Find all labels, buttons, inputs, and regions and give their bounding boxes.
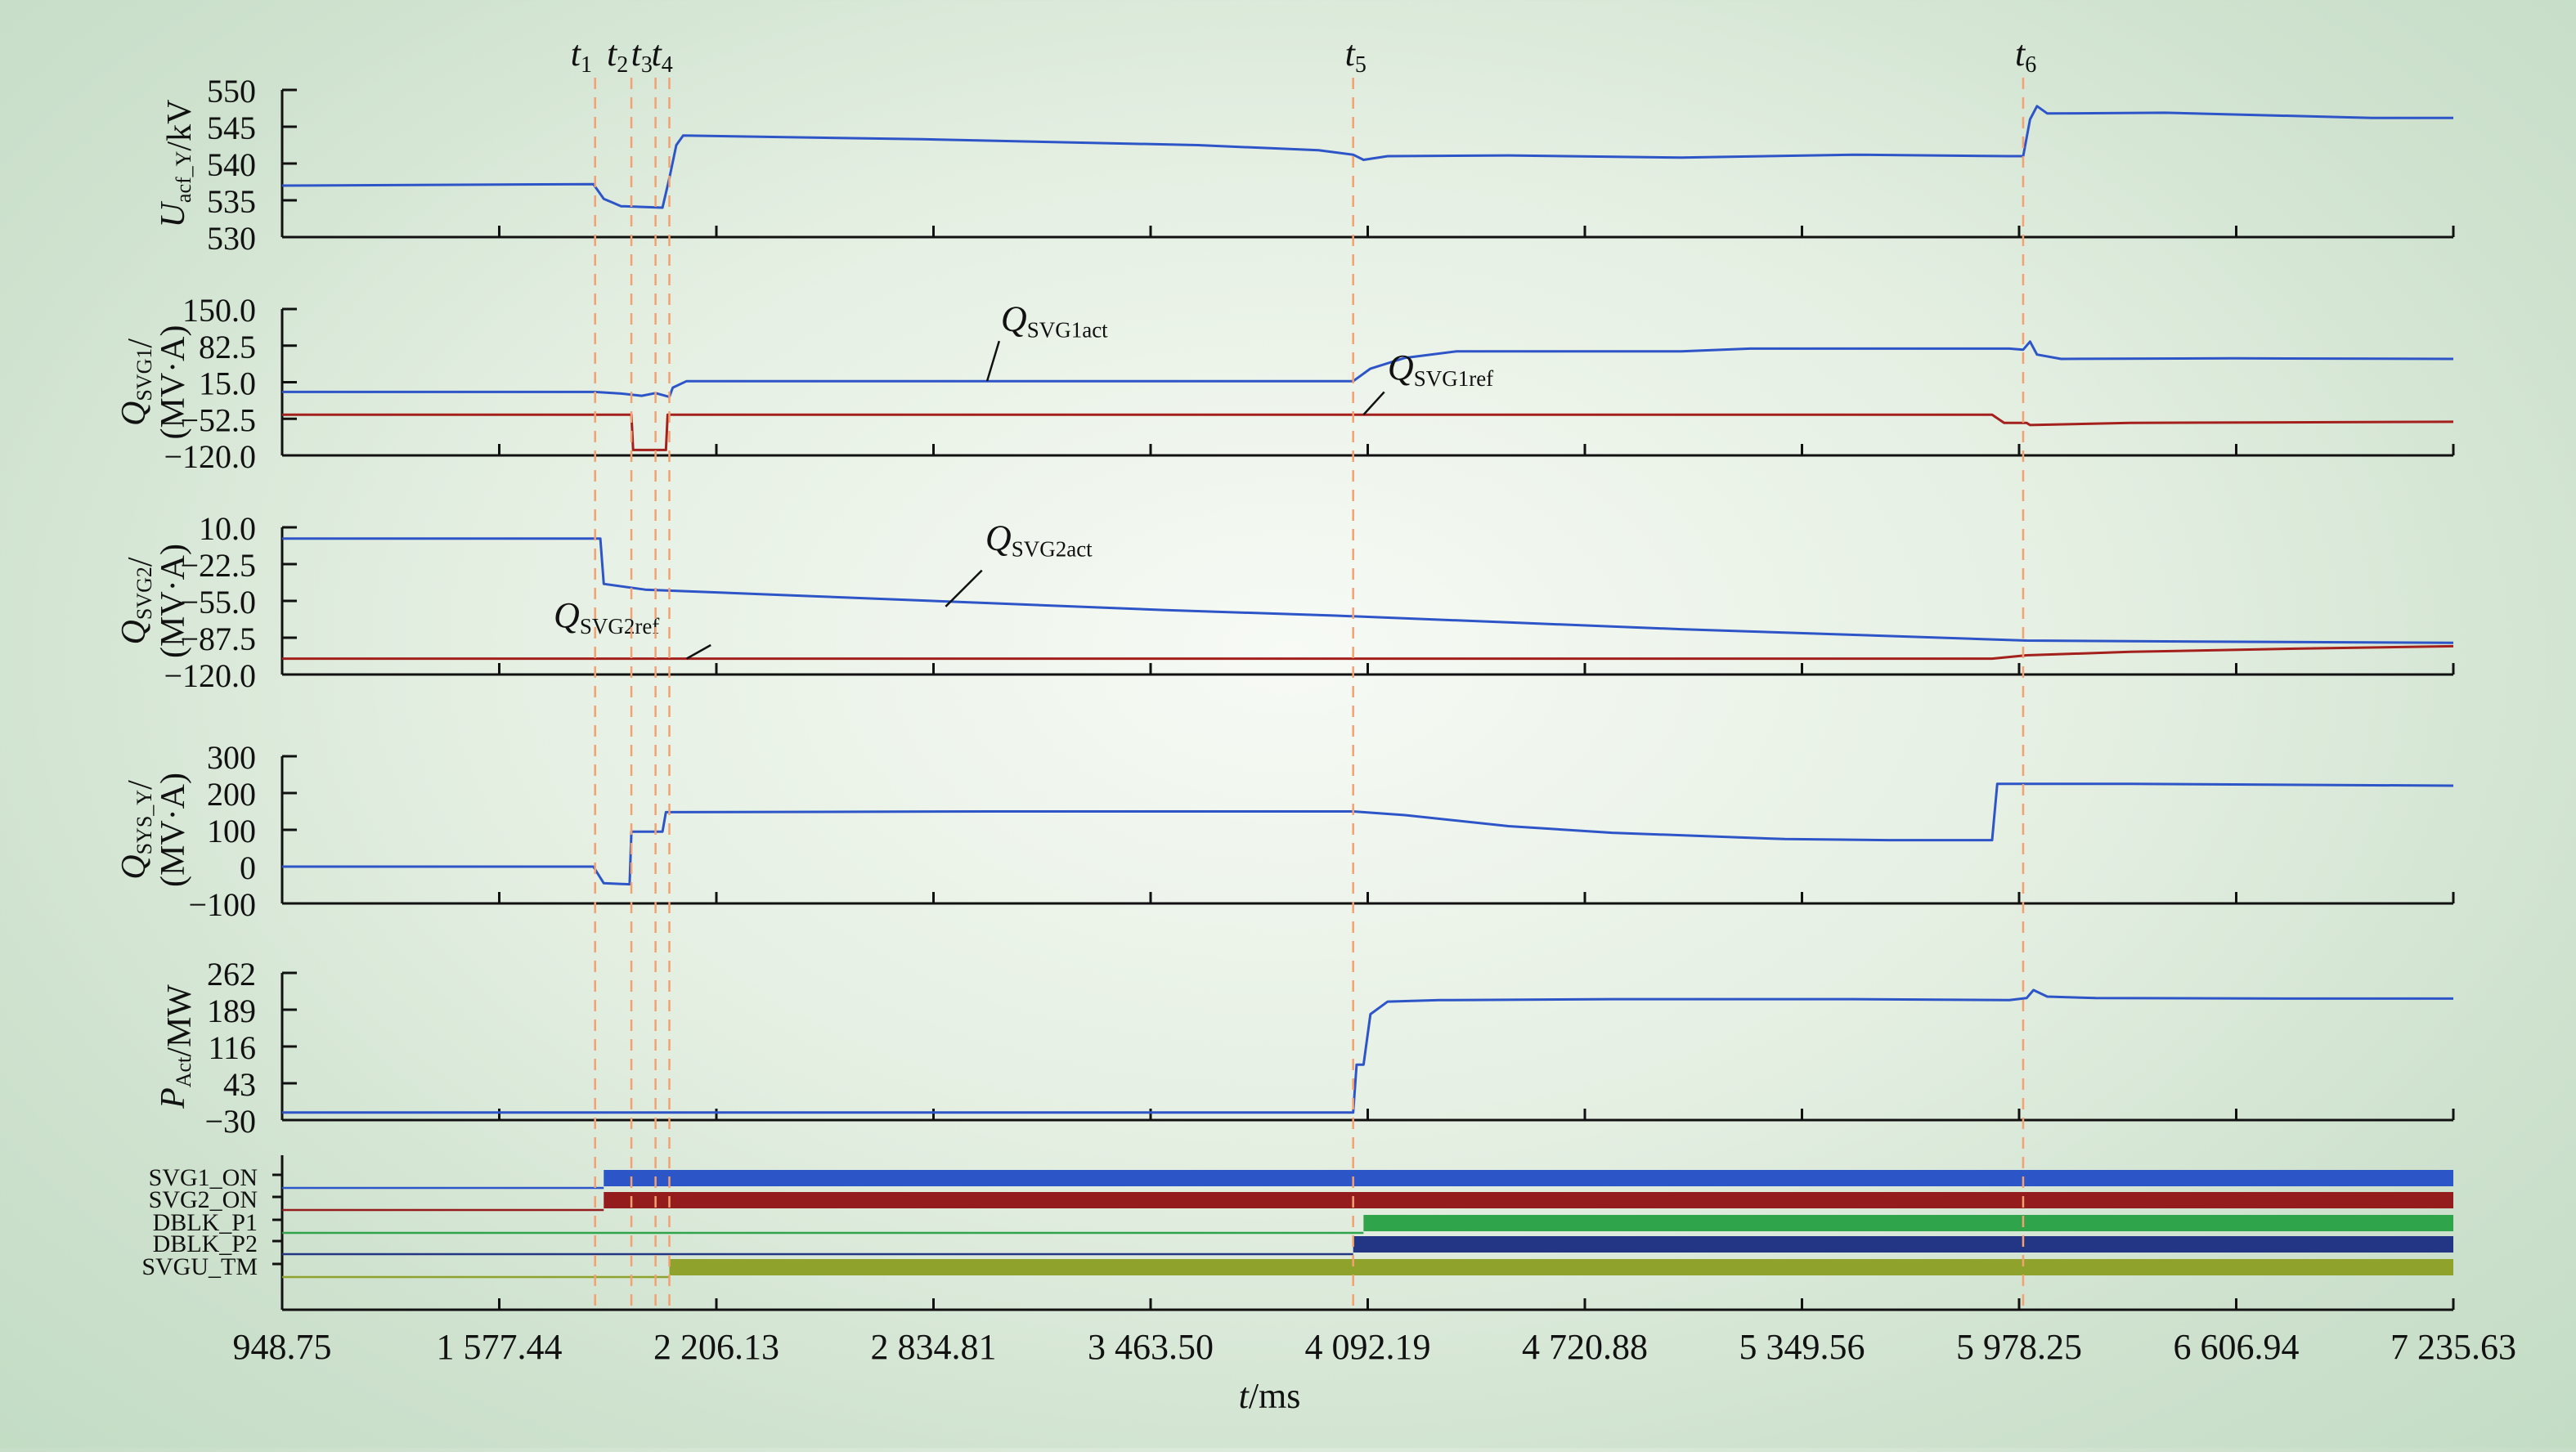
x-axis-label: t/ms [1239,1376,1301,1416]
x-tick-label: 5 978.25 [1956,1327,2082,1367]
y-tick-label: 116 [208,1029,256,1066]
x-tick-label: 4 092.19 [1305,1327,1431,1367]
y-axis-label: (MV·A) [155,325,192,440]
signal-high-svg1_on [604,1170,2453,1186]
y-tick-label: 262 [207,956,256,993]
y-tick-label: −55.0 [180,584,256,621]
y-tick-label: 530 [207,220,256,257]
signal-label-dblk_p1: DBLK_P1 [153,1209,258,1236]
y-tick-label: 550 [207,73,256,110]
event-marker-label-t6: t6 [2015,34,2036,78]
annotation-leader [1362,391,1385,416]
y-tick-label: −52.5 [180,401,256,438]
series-line-pact [282,988,2453,1114]
y-tick-label: 82.5 [199,329,256,365]
series-annotation: QSVG1ref [1388,347,1493,391]
y-tick-label: −120.0 [164,438,256,475]
x-tick-label: 2 834.81 [871,1327,997,1367]
signal-label-svg1_on: SVG1_ON [149,1164,258,1191]
x-tick-label: 7 235.63 [2390,1327,2516,1367]
event-marker-label-t1: t1 [571,34,592,78]
annotation-leader [945,569,983,607]
series-annotation: QSVG2act [985,518,1093,562]
y-tick-label: 545 [207,110,256,146]
series-annotation: QSVG1act [1001,299,1108,343]
y-tick-label: −22.5 [180,547,256,584]
series-line-qsvg2act [282,537,2454,644]
x-tick-label: 3 463.50 [1088,1327,1214,1367]
event-marker-label-t4: t4 [652,34,673,78]
signal-high-dblk_p1 [1363,1215,2453,1231]
annotation-leader [686,643,711,660]
signal-high-svgu_tm [669,1259,2453,1275]
event-marker-label-t2: t2 [607,34,628,78]
x-tick-label: 6 606.94 [2174,1327,2300,1367]
y-tick-label: 100 [207,813,256,849]
x-tick-label: 2 206.13 [653,1327,779,1367]
x-tick-label: 1 577.44 [437,1327,563,1367]
signal-high-svg2_on [604,1192,2453,1208]
y-axis-label: QSVG2/ [115,557,159,644]
event-marker-label-t3: t3 [631,34,653,78]
signal-label-svg2_on: SVG2_ON [149,1186,258,1213]
signal-label-svgu_tm: SVGU_TM [141,1253,258,1280]
series-line-qsys [282,782,2454,886]
x-tick-label: 4 720.88 [1522,1327,1648,1367]
series-annotation: QSVG2ref [554,595,659,639]
signal-label-dblk_p2: DBLK_P2 [153,1230,258,1257]
series-line-qsvg1act [282,340,2454,398]
signal-high-dblk_p2 [1353,1236,2453,1253]
y-axis-label: (MV·A) [155,544,192,658]
series-line-qsvg1ref [282,413,2454,451]
y-axis-label: PAct/MW [155,984,199,1109]
y-axis-label: Uacf_Y/kV [155,100,199,228]
annotation-leader [985,340,1001,382]
y-tick-label: 200 [207,776,256,813]
x-tick-label: 948.75 [233,1327,332,1367]
series-line-qsvg2ref [282,644,2454,661]
y-tick-label: 540 [207,146,256,183]
y-axis-label: QSVG1/ [115,338,159,426]
y-tick-label: 189 [207,993,256,1029]
x-tick-label: 5 349.56 [1739,1327,1865,1367]
y-tick-label: 300 [207,739,256,776]
y-tick-label: 15.0 [199,365,256,402]
y-tick-label: 10.0 [199,510,256,547]
series-line-uacf [281,105,2453,209]
y-tick-label: −100 [188,886,256,923]
y-axis-label: (MV·A) [155,773,192,887]
y-tick-label: −30 [204,1103,256,1140]
y-tick-label: 43 [223,1066,256,1103]
event-marker-label-t5: t5 [1345,34,1367,78]
y-tick-label: 0 [240,849,256,886]
y-tick-label: −120.0 [164,657,256,694]
y-tick-label: −87.5 [180,621,256,657]
y-tick-label: 150.0 [182,292,256,329]
y-axis-label: QSYS_Y/ [115,780,159,880]
y-tick-label: 535 [207,183,256,220]
